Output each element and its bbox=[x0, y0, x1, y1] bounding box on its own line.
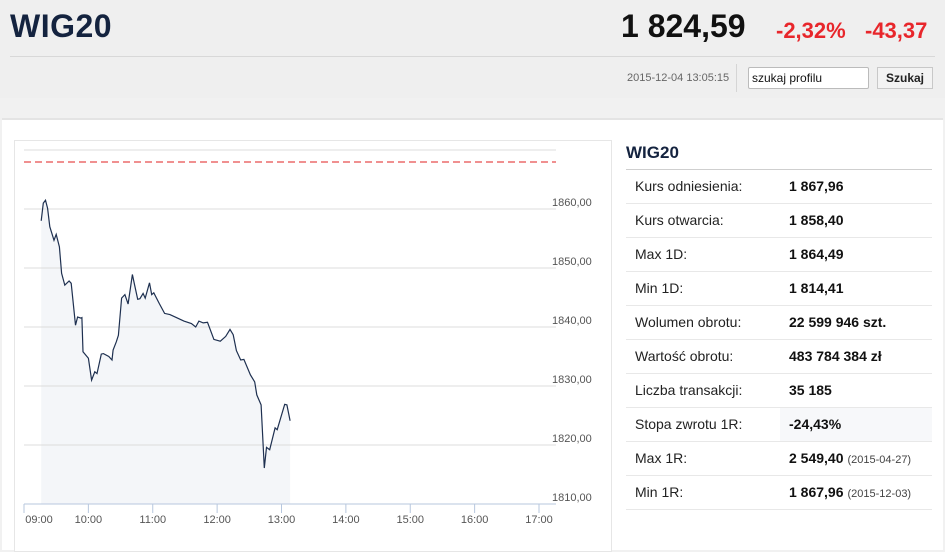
info-value: 1 858,40 bbox=[780, 204, 932, 237]
profile-search-input[interactable] bbox=[748, 67, 869, 89]
y-tick-label: 1860,00 bbox=[552, 197, 592, 209]
info-value: 1 864,49 bbox=[780, 238, 932, 271]
info-label: Liczba transakcji: bbox=[635, 382, 743, 398]
y-tick-label: 1840,00 bbox=[552, 315, 592, 327]
info-label: Wartość obrotu: bbox=[635, 348, 734, 364]
change-percent: -2,32% bbox=[776, 18, 846, 43]
info-label: Stopa zwrotu 1R: bbox=[635, 416, 743, 432]
quote-info-panel: WIG20 Kurs odniesienia: 1 867,96 Kurs otw… bbox=[626, 140, 932, 510]
info-value: 22 599 946 szt. bbox=[780, 306, 932, 339]
info-value: -24,43% bbox=[780, 408, 932, 441]
info-row: Max 1D: 1 864,49 bbox=[626, 238, 932, 272]
intraday-chart: 1810,00 1820,00 1830,00 1840,00 1850,00 1860,… bbox=[23, 149, 592, 526]
info-label: Max 1D: bbox=[635, 246, 688, 262]
price-area bbox=[41, 200, 291, 504]
x-tick-label: 16:00 bbox=[461, 514, 489, 526]
info-label: Min 1R: bbox=[635, 484, 684, 500]
timestamp: 2015-12-04 13:05:15 bbox=[627, 72, 730, 84]
y-tick-label: 1850,00 bbox=[552, 256, 592, 268]
x-tick-label: 14:00 bbox=[332, 514, 360, 526]
info-value-text: 1 814,41 bbox=[789, 280, 844, 296]
x-tick-label: 11:00 bbox=[139, 514, 166, 526]
info-value-text: -24,43% bbox=[789, 416, 842, 432]
info-label: Kurs odniesienia: bbox=[635, 178, 743, 194]
info-value-text: 2 549,40 bbox=[789, 450, 844, 466]
info-row: Max 1R: 2 549,40 (2015-04-27) bbox=[626, 442, 932, 476]
info-label: Min 1D: bbox=[635, 280, 684, 296]
y-tick-label: 1810,00 bbox=[552, 492, 592, 504]
x-tick-label: 17:00 bbox=[525, 514, 553, 526]
info-row: Stopa zwrotu 1R: -24,43% bbox=[626, 408, 932, 442]
info-value-text: 22 599 946 szt. bbox=[789, 314, 887, 330]
info-label: Wolumen obrotu: bbox=[635, 314, 742, 330]
info-value: 2 549,40 (2015-04-27) bbox=[780, 442, 932, 475]
info-value: 35 185 bbox=[780, 374, 932, 407]
info-value: 483 784 384 zł bbox=[780, 340, 932, 373]
info-value: 1 867,96 bbox=[780, 170, 932, 203]
info-value-text: 483 784 384 zł bbox=[789, 348, 882, 364]
info-value-text: 35 185 bbox=[789, 382, 832, 398]
info-label: Kurs otwarcia: bbox=[635, 212, 724, 228]
current-price: 1 824,59 bbox=[621, 8, 746, 44]
info-value: 1 867,96 (2015-12-03) bbox=[780, 476, 932, 509]
vertical-divider bbox=[736, 64, 737, 92]
info-row: Min 1D: 1 814,41 bbox=[626, 272, 932, 306]
info-row: Kurs odniesienia: 1 867,96 bbox=[626, 170, 932, 204]
y-tick-label: 1830,00 bbox=[552, 374, 592, 386]
index-title: WIG20 bbox=[10, 8, 113, 44]
info-value: 1 814,41 bbox=[780, 272, 932, 305]
x-tick-label: 12:00 bbox=[203, 514, 231, 526]
price-line bbox=[40, 198, 291, 469]
info-value-date: (2015-12-03) bbox=[847, 488, 912, 500]
search-button[interactable]: Szukaj bbox=[877, 67, 933, 89]
info-value-text: 1 858,40 bbox=[789, 212, 844, 228]
x-tick-label: 15:00 bbox=[396, 514, 424, 526]
info-row: Kurs otwarcia: 1 858,40 bbox=[626, 204, 932, 238]
header-divider bbox=[10, 56, 935, 57]
info-value-text: 1 867,96 bbox=[789, 178, 844, 194]
info-label: Max 1R: bbox=[635, 450, 688, 466]
info-row: Min 1R: 1 867,96 (2015-12-03) bbox=[626, 476, 932, 510]
info-value-date: (2015-04-27) bbox=[847, 454, 912, 466]
y-tick-label: 1820,00 bbox=[552, 433, 592, 445]
info-row: Wolumen obrotu: 22 599 946 szt. bbox=[626, 306, 932, 340]
info-row: Liczba transakcji: 35 185 bbox=[626, 374, 932, 408]
info-title: WIG20 bbox=[626, 140, 932, 170]
x-tick-label: 13:00 bbox=[268, 514, 296, 526]
info-value-text: 1 867,96 bbox=[789, 484, 844, 500]
x-tick-label: 10:00 bbox=[75, 514, 103, 526]
header-bar: WIG20 1 824,59 -2,32% -43,37 2015-12-04 … bbox=[0, 0, 945, 98]
info-row: Wartość obrotu: 483 784 384 zł bbox=[626, 340, 932, 374]
x-tick-label: 09:00 bbox=[25, 514, 53, 526]
change-absolute: -43,37 bbox=[865, 18, 928, 43]
info-value-text: 1 864,49 bbox=[789, 246, 844, 262]
